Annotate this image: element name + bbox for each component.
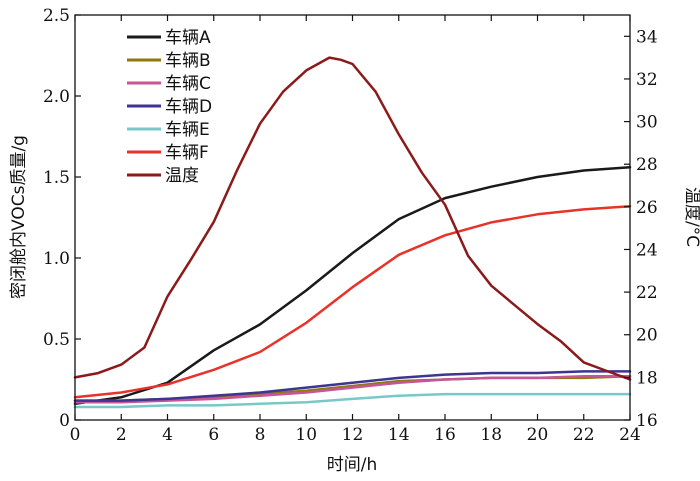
legend-label: 温度 (165, 166, 199, 186)
x-tick-label: 14 (388, 425, 410, 445)
legend-label: 车辆F (165, 143, 209, 163)
x-tick-label: 6 (208, 425, 219, 445)
legend-label: 车辆D (165, 97, 212, 117)
plot-frame (74, 14, 631, 421)
legend: 车辆A 车辆B 车辆C 车辆D 车辆E 车辆F 温度 (127, 28, 212, 186)
x-tick-label: 2 (116, 425, 127, 445)
legend-label: 车辆E (165, 120, 210, 140)
x-tick-label: 22 (573, 425, 595, 445)
legend-label: 车辆B (165, 51, 211, 71)
series-line-7 (73, 56, 632, 381)
y2-axis-title: 温度/°C (682, 187, 700, 247)
x-tick-label: 10 (295, 425, 317, 445)
x-tick-label: 8 (255, 425, 266, 445)
series-line-5 (73, 392, 632, 409)
legend-label: 车辆A (165, 28, 211, 48)
x-axis-title: 时间/h (327, 455, 378, 475)
y2-tick-label: 26 (636, 198, 658, 218)
x-tick-label: 16 (434, 425, 456, 445)
x-tick-label: 24 (619, 425, 641, 445)
y2-tick-label: 24 (636, 240, 658, 260)
y2-tick-label: 28 (636, 155, 658, 175)
y-axis-title: 密闭舱内VOCs质量/g (9, 135, 29, 299)
y2-tick-label: 16 (636, 411, 658, 431)
legend-label: 车辆C (165, 74, 211, 94)
y2-tick-label: 18 (636, 368, 658, 388)
y-tick-label: 0.5 (43, 330, 70, 350)
series-line-4 (73, 370, 632, 402)
y2-tick-label: 32 (636, 70, 658, 90)
axes-ticks: 0 2 4 6 8 10 12 14 16 18 20 22 2400.51.01.52.02.5161… (43, 6, 658, 445)
x-tick-label: 12 (342, 425, 364, 445)
x-tick-label: 18 (480, 425, 502, 445)
series-line-1 (73, 166, 632, 406)
y-tick-label: 1.5 (43, 168, 70, 188)
y-tick-label: 2.0 (43, 87, 70, 107)
x-tick-label: 4 (162, 425, 173, 445)
y2-tick-label: 34 (636, 27, 658, 47)
y2-tick-label: 20 (636, 326, 658, 346)
plot-area (73, 56, 632, 409)
y2-tick-label: 22 (636, 283, 658, 303)
y-tick-label: 1.0 (43, 249, 70, 269)
series-line-3 (73, 375, 632, 404)
x-tick-label: 0 (70, 425, 81, 445)
x-tick-label: 20 (527, 425, 549, 445)
series-line-6 (73, 204, 632, 399)
y-tick-label: 0 (59, 411, 70, 431)
y-tick-label: 2.5 (43, 6, 70, 26)
y2-tick-label: 30 (636, 113, 658, 133)
